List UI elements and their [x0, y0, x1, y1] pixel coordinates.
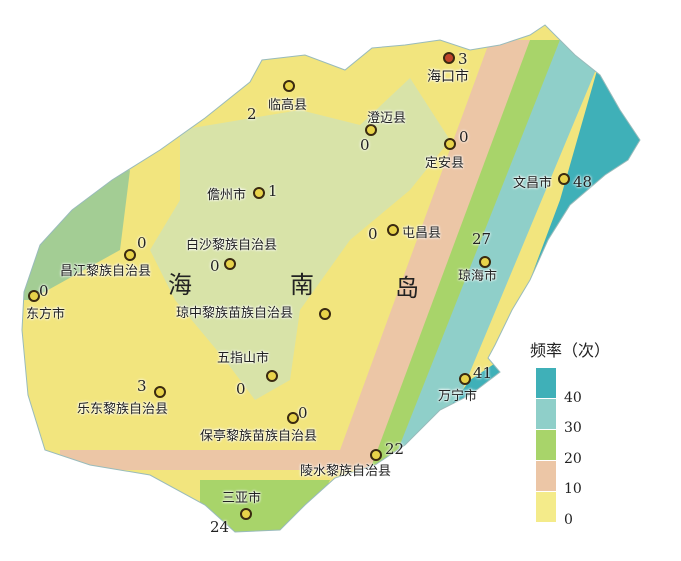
station-label: 屯昌县 [402, 226, 442, 241]
island-char-1: 海 [168, 271, 192, 299]
station-value: 1 [268, 182, 278, 200]
station-dot [124, 249, 136, 261]
zone-20 [370, 40, 560, 470]
station-label: 陵水黎族自治县 [300, 464, 392, 479]
station-label: 乐东黎族自治县 [77, 402, 169, 417]
island-char-2: 南 [290, 271, 314, 299]
station-label: 澄迈县 [367, 111, 407, 126]
station-value: 0 [137, 234, 147, 252]
legend-swatch-40 [536, 368, 556, 398]
station-label: 琼海市 [458, 269, 498, 284]
station-label: 儋州市 [207, 188, 247, 203]
station-dot [240, 508, 252, 520]
station-dot [444, 138, 456, 150]
station-value: 0 [298, 404, 308, 422]
legend-label: 40 [564, 390, 582, 406]
station-value: 27 [472, 230, 492, 248]
station-dot [558, 173, 570, 185]
station-dot [387, 224, 399, 236]
station-value: 48 [573, 173, 593, 191]
station-dot [154, 386, 166, 398]
station-label: 东方市 [26, 307, 66, 322]
station-label: 定安县 [425, 156, 465, 171]
station-label: 文昌市 [513, 176, 553, 191]
station-dot [365, 124, 377, 136]
legend-label: 30 [564, 420, 582, 436]
zone-30 [390, 40, 600, 470]
station-value: 0 [236, 380, 246, 398]
station-dot [370, 449, 382, 461]
legend-label: 20 [564, 451, 582, 467]
station-label: 五指山市 [217, 351, 270, 366]
station-dot [266, 370, 278, 382]
station-label: 白沙黎族自治县 [186, 238, 278, 253]
station-label: 昌江黎族自治县 [60, 264, 152, 279]
station-value: 0 [368, 225, 378, 243]
station-dot [253, 187, 265, 199]
legend-title: 频率（次） [530, 341, 611, 360]
station-label: 万宁市 [438, 389, 478, 404]
station-dot [224, 258, 236, 270]
station-value: 22 [385, 440, 405, 458]
station-dot [28, 290, 40, 302]
legend-swatch-10 [536, 461, 556, 491]
legend-swatch-20 [536, 430, 556, 460]
station-dot [459, 373, 471, 385]
station-value: 3 [458, 50, 468, 68]
station-value: 24 [210, 518, 230, 536]
station-label: 琼中黎族苗族自治县 [176, 306, 294, 321]
station-label: 海口市 [427, 69, 469, 85]
station-dot-haikou [443, 52, 455, 64]
station-label: 三亚市 [222, 491, 262, 506]
station-value: 0 [360, 136, 370, 154]
legend-label: 0 [564, 512, 573, 528]
station-value: 0 [459, 128, 469, 146]
legend-label: 10 [564, 481, 582, 497]
station-value: 3 [137, 377, 147, 395]
legend-swatch-30 [536, 399, 556, 429]
station-label: 临高县 [268, 98, 308, 113]
station-label: 保亭黎族苗族自治县 [200, 429, 318, 444]
station-dot [479, 256, 491, 268]
station-value: 2 [247, 105, 257, 123]
station-value: 0 [39, 282, 49, 300]
station-value: 41 [473, 364, 493, 382]
legend-swatch-0 [536, 492, 556, 522]
zone-highlands [150, 78, 450, 400]
station-dot [283, 80, 295, 92]
station-value: 0 [210, 257, 220, 275]
station-dot [287, 412, 299, 424]
island-char-3: 岛 [395, 274, 419, 302]
station-dot [319, 308, 331, 320]
